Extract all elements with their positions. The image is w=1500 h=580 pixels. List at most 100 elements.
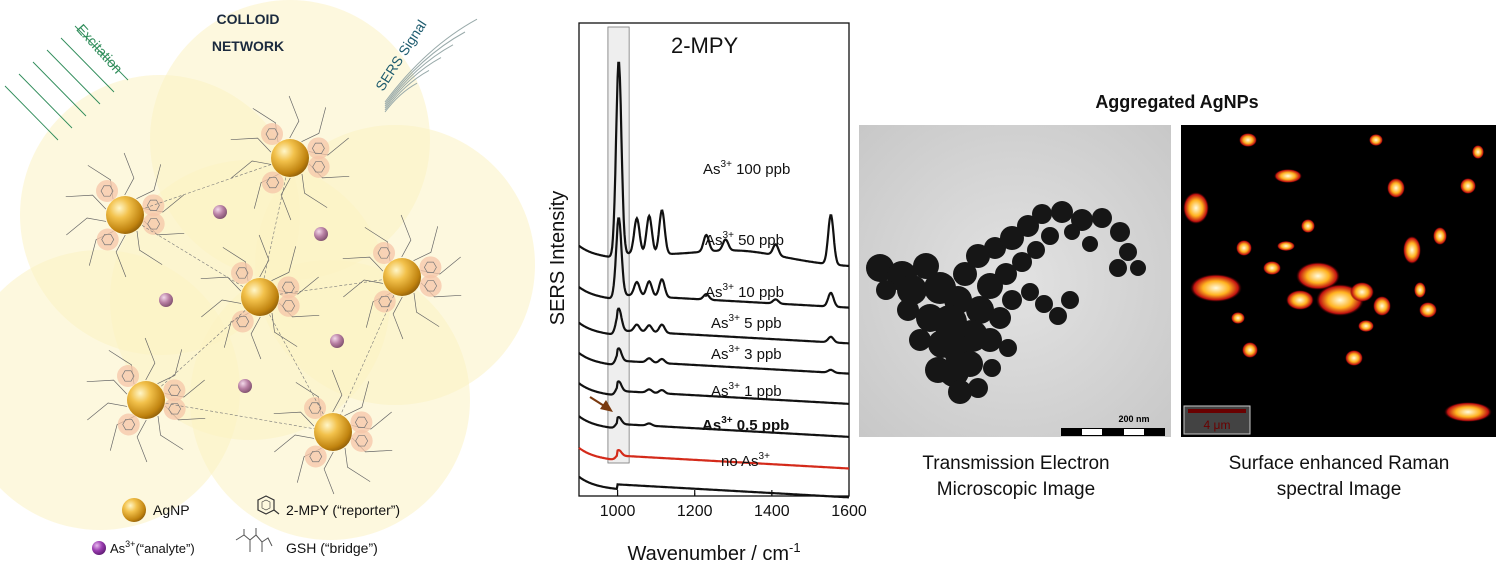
tem-particle — [897, 299, 919, 321]
gsh-chain — [274, 434, 315, 453]
tem-particle — [866, 254, 894, 282]
x-tick-label: 1200 — [677, 503, 713, 520]
gsh-chain — [115, 234, 127, 278]
gsh-chain — [66, 217, 107, 236]
tem-particle — [1021, 283, 1039, 301]
gsh-chain — [331, 369, 343, 413]
raman-scalebar: 4 μm — [1183, 405, 1251, 435]
raman-image: 4 μm — [1181, 125, 1496, 437]
raman-spot — [1277, 241, 1295, 251]
gsh-chain — [200, 276, 242, 292]
reporter-ring — [304, 445, 327, 468]
agnp-particle — [106, 196, 144, 234]
raman-spot — [1345, 350, 1363, 366]
peak-arrow — [589, 396, 613, 412]
raman-spot — [1286, 290, 1314, 310]
spectrum-line — [578, 61, 850, 268]
bridge-link — [124, 214, 261, 298]
legend: AgNP 2-MPY (“reporter”) As3+(“analyte”) … — [92, 495, 400, 556]
pyridine-ring — [377, 247, 391, 259]
tem-particle — [968, 378, 988, 398]
gsh-chain — [136, 164, 162, 199]
gsh-chain — [273, 411, 315, 427]
raman-spot — [1373, 296, 1391, 316]
reporter-ring — [163, 379, 186, 402]
reporter-ring — [419, 274, 442, 297]
tem-caption-line2: Microscopic Image — [937, 479, 1095, 500]
series-label: As3+ 3 ppb — [711, 344, 782, 363]
gsh-chain — [413, 226, 439, 261]
series-label: As3+ 0.5 ppb — [702, 415, 789, 434]
legend-agnp-label: AgNP — [153, 502, 190, 518]
gsh-chain — [258, 234, 270, 278]
raman-spot — [1460, 178, 1476, 194]
sers-spectra-chart: As3+ 100 ppb As3+ 50 ppb As3+ 10 ppb As3+ 5… — [547, 22, 867, 565]
raman-spot — [1444, 402, 1492, 422]
gsh-chain — [344, 447, 371, 482]
reporter-ring — [261, 171, 284, 194]
agnp-particle — [271, 139, 309, 177]
excitation-rays — [4, 25, 129, 141]
spectrum-line — [578, 415, 850, 438]
reporter-ring — [163, 397, 186, 420]
tem-particle — [953, 262, 977, 286]
tem-particle — [1041, 227, 1059, 245]
colloid-network-diagram: COLLOID NETWORK Excitation SERS Signal A… — [0, 0, 535, 556]
chart-title: 2-MPY — [671, 33, 739, 58]
raman-caption-line1: Surface enhanced Raman — [1229, 453, 1450, 474]
legend-gsh-icon — [235, 528, 273, 552]
reporter-ring — [373, 290, 396, 313]
network-title-line1: COLLOID — [217, 11, 280, 27]
reporter-ring — [117, 413, 140, 436]
reporter-ring — [231, 261, 254, 284]
reporter-ring — [419, 256, 442, 279]
tem-particle — [1110, 222, 1130, 242]
gsh-chain — [230, 137, 272, 153]
x-tick-label: 1600 — [831, 503, 867, 520]
pyridine-ring — [236, 315, 250, 328]
gsh-chain — [301, 107, 327, 142]
pyridine-ring — [309, 450, 323, 463]
tem-particle — [1002, 290, 1022, 310]
gsh-chain — [157, 349, 183, 384]
tem-particle — [1012, 252, 1032, 272]
series-label: As3+ 5 ppb — [711, 313, 782, 332]
gsh-chain — [157, 415, 184, 450]
gsh-chain — [343, 279, 384, 298]
gsh-chain — [400, 214, 412, 258]
tem-particle — [876, 280, 896, 300]
gsh-chain — [280, 177, 292, 221]
reporter-ring — [117, 364, 140, 387]
tem-particle — [1061, 291, 1079, 309]
gsh-chain — [413, 292, 440, 327]
analyte-sphere — [330, 334, 344, 348]
agnp-particle — [383, 258, 421, 296]
spectrum-line — [578, 347, 849, 375]
tem-particle — [977, 273, 1003, 299]
reporter-ring — [261, 122, 284, 145]
analyte-sphere — [159, 293, 173, 307]
raman-spot — [1296, 262, 1340, 290]
reporter-ring — [96, 179, 119, 202]
reporter-ring — [231, 310, 254, 333]
bridge-molecules — [124, 157, 403, 433]
pyridine-ring — [282, 300, 296, 312]
analyte-spheres — [159, 205, 344, 393]
raman-spot — [1236, 240, 1252, 256]
y-axis-label: SERS Intensity — [547, 191, 569, 326]
gsh-chain — [87, 402, 128, 421]
tem-particle — [1049, 307, 1067, 325]
reporter-ring — [304, 396, 327, 419]
pyridine-ring — [311, 142, 325, 154]
gsh-chain — [136, 230, 163, 265]
legend-agnp-icon — [122, 498, 146, 522]
legend-mpy-label: 2-MPY (“reporter”) — [286, 502, 400, 518]
x-axis-label: Wavenumber / cm-1 — [627, 540, 800, 565]
tem-particle — [928, 330, 956, 358]
pyridine-ring — [167, 384, 181, 396]
reporter-ring — [350, 411, 373, 434]
tem-particle — [1032, 204, 1052, 224]
tem-particle — [948, 380, 972, 404]
tem-scalebar: 200 nm — [1061, 414, 1165, 436]
molecule-network — [65, 95, 462, 495]
